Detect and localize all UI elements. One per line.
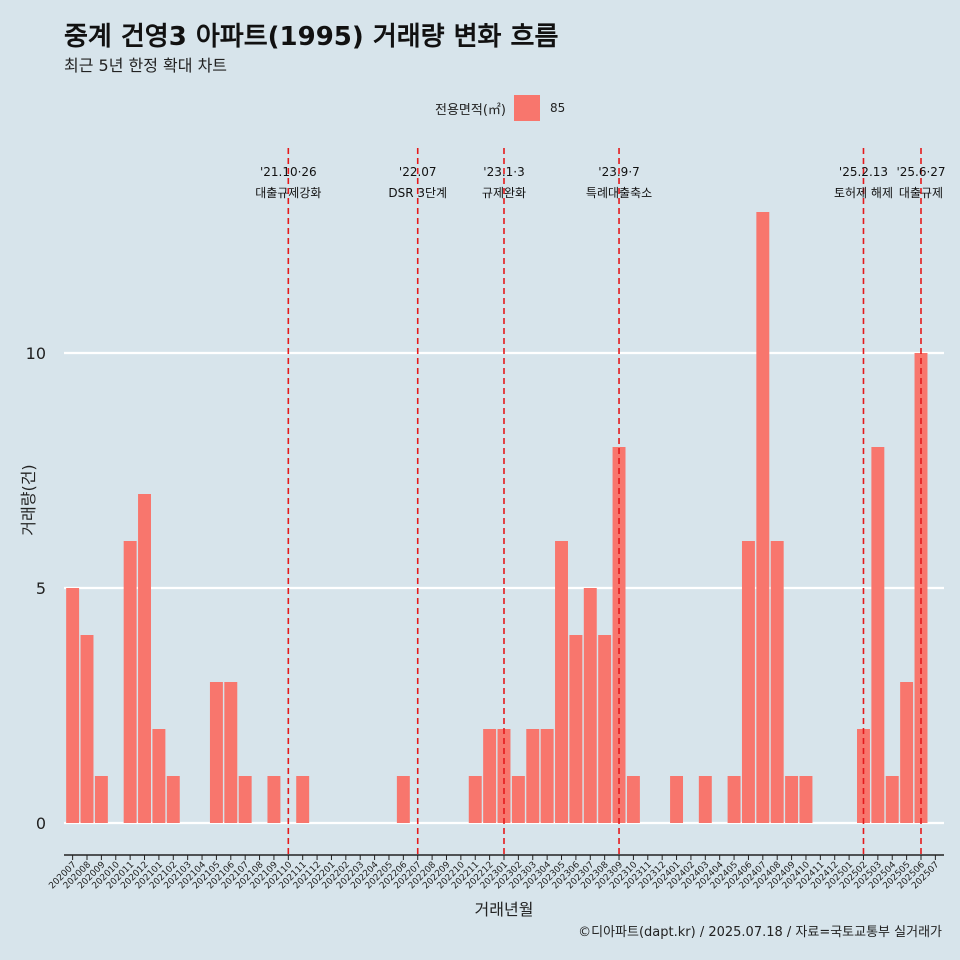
bar <box>267 776 281 823</box>
x-axis-title: 거래년월 <box>475 900 534 919</box>
bar <box>900 682 914 823</box>
bar <box>66 588 80 823</box>
caption: ©디아파트(dapt.kr) / 2025.07.18 / 자료=국토교통부 실… <box>578 925 942 940</box>
annotation-date: '25.6·27 <box>896 165 945 179</box>
y-tick-label: 5 <box>36 579 46 598</box>
bar <box>483 729 497 823</box>
bar <box>526 729 540 823</box>
bar <box>80 635 94 823</box>
bar <box>209 682 223 823</box>
bar <box>871 447 885 823</box>
bar <box>698 776 712 823</box>
legend: 전용면적(㎡) 85 <box>435 95 565 121</box>
bar <box>94 776 108 823</box>
bar <box>166 776 180 823</box>
bar <box>123 541 137 823</box>
bar <box>785 776 799 823</box>
annotation-date: '22.07 <box>399 165 437 179</box>
chart-title: 중계 건영3 아파트(1995) 거래량 변화 흐름 <box>64 22 559 52</box>
annotation-label: 대출규제강화 <box>255 186 321 200</box>
bar <box>468 776 482 823</box>
annotation-label: 대출규제 <box>899 186 943 200</box>
annotation-date: '25.2.13 <box>839 165 888 179</box>
y-axis-title: 거래량(건) <box>19 464 38 535</box>
bar <box>583 588 597 823</box>
bar <box>511 776 525 823</box>
legend-title: 전용면적(㎡) <box>435 102 506 118</box>
bar <box>396 776 410 823</box>
y-tick-label: 0 <box>36 814 46 833</box>
legend-item-label: 85 <box>549 101 566 115</box>
bar <box>497 729 511 823</box>
annotation-date: '21.10·26 <box>260 165 317 179</box>
legend-swatch <box>513 95 540 121</box>
annotation-label: 규제완화 <box>482 186 526 200</box>
bar <box>612 447 626 823</box>
bar <box>138 494 151 823</box>
bar <box>799 776 813 823</box>
bar <box>885 776 899 823</box>
bar <box>857 729 870 823</box>
annotation-label: DSR 3단계 <box>388 186 447 200</box>
bar <box>224 682 238 823</box>
annotation-date: '23.9·7 <box>598 165 639 179</box>
bar <box>741 541 755 823</box>
bar <box>555 541 568 823</box>
bar <box>756 212 770 823</box>
chart-subtitle: 최근 5년 한정 확대 차트 <box>64 56 228 75</box>
bar <box>296 776 310 823</box>
annotation-label: 특례대출축소 <box>586 186 652 200</box>
annotation-label: 토허제 해제 <box>834 186 893 200</box>
annotation-date: '23.1·3 <box>483 165 524 179</box>
bar <box>770 541 784 823</box>
y-tick-label: 10 <box>26 344 46 363</box>
bar <box>598 635 612 823</box>
bar <box>540 729 554 823</box>
bar <box>152 729 166 823</box>
bar <box>727 776 741 823</box>
bar <box>569 635 583 823</box>
bar <box>670 776 684 823</box>
bar <box>626 776 640 823</box>
bar <box>238 776 252 823</box>
